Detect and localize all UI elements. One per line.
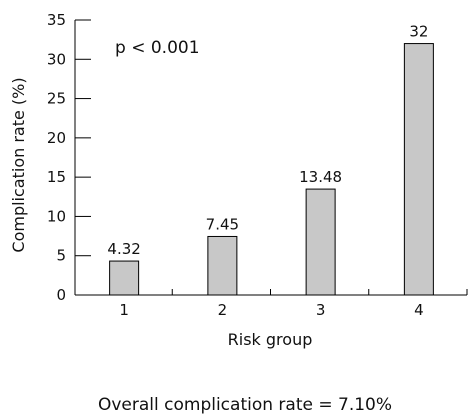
y-tick-label: 35 <box>47 11 66 29</box>
x-tick-label: 4 <box>414 301 424 319</box>
x-axis: 1 2 3 4 <box>75 289 468 319</box>
data-label: 32 <box>409 23 428 41</box>
bar <box>207 235 238 296</box>
y-tick-label: 5 <box>56 247 66 265</box>
overall-rate-footnote: Overall complication rate = 7.10% <box>98 395 392 415</box>
x-tick-label: 2 <box>218 301 228 319</box>
x-axis-title: Risk group <box>228 330 313 349</box>
data-labels: 4.32 7.45 13.48 32 <box>107 23 428 258</box>
bar <box>403 43 434 296</box>
y-tick-label: 20 <box>47 129 66 147</box>
y-tick-label: 30 <box>47 50 66 68</box>
p-value-annotation: p < 0.001 <box>115 38 200 58</box>
data-label: 4.32 <box>107 240 140 258</box>
x-tick-label: 3 <box>316 301 326 319</box>
y-axis: 0 5 10 15 20 25 30 35 <box>47 11 91 304</box>
y-tick-label: 15 <box>47 168 66 186</box>
x-tick-label: 1 <box>119 301 129 319</box>
bars <box>109 43 434 296</box>
y-tick-label: 10 <box>47 207 66 225</box>
bar <box>109 260 140 296</box>
data-label: 13.48 <box>299 168 342 186</box>
y-tick-label: 0 <box>56 286 66 304</box>
bar <box>305 188 336 296</box>
y-axis-title: Complication rate (%) <box>9 77 28 252</box>
data-label: 7.45 <box>206 215 239 233</box>
y-tick-label: 25 <box>47 90 66 108</box>
